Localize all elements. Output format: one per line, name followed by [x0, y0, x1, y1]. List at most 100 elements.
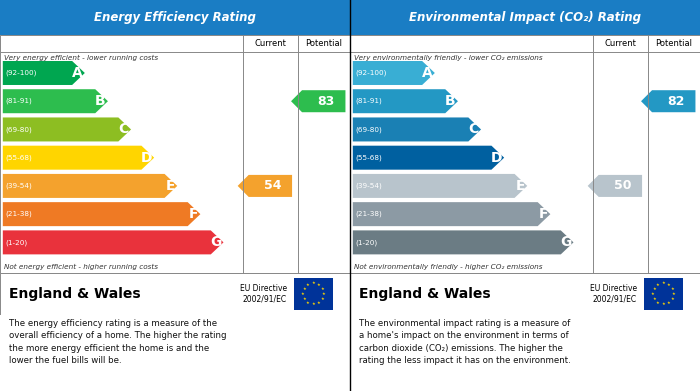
Text: E: E [166, 179, 175, 193]
Text: 82: 82 [667, 95, 685, 108]
Polygon shape [3, 174, 177, 198]
Text: ★: ★ [321, 297, 324, 301]
Polygon shape [3, 117, 131, 142]
Text: G: G [210, 235, 221, 249]
Text: Current: Current [254, 39, 286, 48]
Text: ★: ★ [302, 297, 306, 301]
Bar [350, 315, 700, 391]
Text: D: D [141, 151, 152, 165]
Text: 50: 50 [614, 179, 631, 192]
Text: C: C [469, 122, 479, 136]
Polygon shape [353, 61, 435, 85]
Polygon shape [353, 174, 527, 198]
Polygon shape [353, 117, 481, 142]
Text: ★: ★ [301, 292, 304, 296]
Bar [0, 273, 350, 315]
Text: ★: ★ [666, 301, 671, 305]
Text: Not environmentally friendly - higher CO₂ emissions: Not environmentally friendly - higher CO… [354, 264, 542, 271]
Bar [644, 278, 682, 310]
Polygon shape [353, 202, 550, 226]
Polygon shape [353, 146, 504, 170]
Text: A: A [72, 66, 83, 80]
Polygon shape [238, 175, 292, 197]
Polygon shape [588, 175, 642, 197]
Text: (69-80): (69-80) [356, 126, 382, 133]
Polygon shape [3, 202, 200, 226]
Polygon shape [3, 230, 223, 255]
Text: ★: ★ [656, 301, 660, 305]
Text: ★: ★ [316, 283, 321, 287]
Text: ★: ★ [672, 292, 676, 296]
Text: Potential: Potential [305, 39, 342, 48]
Text: 54: 54 [264, 179, 281, 192]
Text: Not energy efficient - higher running costs: Not energy efficient - higher running co… [4, 264, 158, 271]
Text: Very energy efficient - lower running costs: Very energy efficient - lower running co… [4, 55, 158, 61]
Text: ★: ★ [671, 287, 674, 291]
Text: The energy efficiency rating is a measure of the
overall efficiency of a home. T: The energy efficiency rating is a measur… [8, 319, 226, 365]
Text: (69-80): (69-80) [6, 126, 32, 133]
Polygon shape [3, 146, 154, 170]
Bar [350, 35, 700, 52]
Text: (39-54): (39-54) [356, 183, 382, 189]
Text: Very environmentally friendly - lower CO₂ emissions: Very environmentally friendly - lower CO… [354, 55, 542, 61]
Text: ★: ★ [671, 297, 674, 301]
Text: G: G [560, 235, 571, 249]
Bar [0, 0, 350, 35]
Text: Environmental Impact (CO₂) Rating: Environmental Impact (CO₂) Rating [409, 11, 641, 24]
Text: (21-38): (21-38) [6, 211, 32, 217]
Text: ★: ★ [651, 292, 654, 296]
Text: (1-20): (1-20) [356, 239, 378, 246]
Text: ★: ★ [652, 287, 656, 291]
Bar [294, 278, 332, 310]
Text: 83: 83 [317, 95, 335, 108]
Bar [0, 35, 350, 52]
Polygon shape [3, 61, 85, 85]
Polygon shape [353, 230, 573, 255]
Text: Energy Efficiency Rating: Energy Efficiency Rating [94, 11, 256, 24]
Bar [350, 0, 700, 35]
Text: EU Directive
2002/91/EC: EU Directive 2002/91/EC [240, 284, 287, 303]
Text: ★: ★ [302, 287, 306, 291]
Polygon shape [641, 90, 696, 112]
Text: (55-68): (55-68) [6, 154, 32, 161]
Text: ★: ★ [306, 283, 310, 287]
Bar [350, 35, 700, 273]
Text: England & Wales: England & Wales [358, 287, 491, 301]
Text: B: B [445, 94, 456, 108]
Text: (92-100): (92-100) [356, 70, 387, 76]
Text: ★: ★ [312, 302, 315, 306]
Bar [0, 35, 350, 273]
Text: ★: ★ [662, 282, 665, 285]
Text: ★: ★ [316, 301, 321, 305]
Polygon shape [353, 89, 458, 113]
Text: The environmental impact rating is a measure of
a home's impact on the environme: The environmental impact rating is a mea… [358, 319, 570, 365]
Bar [350, 273, 700, 315]
Text: ★: ★ [321, 287, 324, 291]
Text: (39-54): (39-54) [6, 183, 32, 189]
Text: EU Directive
2002/91/EC: EU Directive 2002/91/EC [590, 284, 637, 303]
Polygon shape [3, 89, 108, 113]
Text: A: A [422, 66, 433, 80]
Text: (81-91): (81-91) [6, 98, 32, 104]
Text: E: E [516, 179, 525, 193]
Text: ★: ★ [662, 302, 665, 306]
Text: ★: ★ [306, 301, 310, 305]
Text: C: C [119, 122, 129, 136]
Text: ★: ★ [652, 297, 656, 301]
Text: (92-100): (92-100) [6, 70, 37, 76]
Text: (21-38): (21-38) [356, 211, 382, 217]
Text: Potential: Potential [655, 39, 692, 48]
Text: England & Wales: England & Wales [8, 287, 141, 301]
Text: Current: Current [604, 39, 636, 48]
Bar [0, 315, 350, 391]
Text: (1-20): (1-20) [6, 239, 28, 246]
Text: (55-68): (55-68) [356, 154, 382, 161]
Text: ★: ★ [656, 283, 660, 287]
Text: B: B [95, 94, 106, 108]
Polygon shape [291, 90, 346, 112]
Text: ★: ★ [322, 292, 326, 296]
Text: F: F [189, 207, 198, 221]
Text: ★: ★ [312, 282, 315, 285]
Text: D: D [491, 151, 502, 165]
Text: F: F [539, 207, 548, 221]
